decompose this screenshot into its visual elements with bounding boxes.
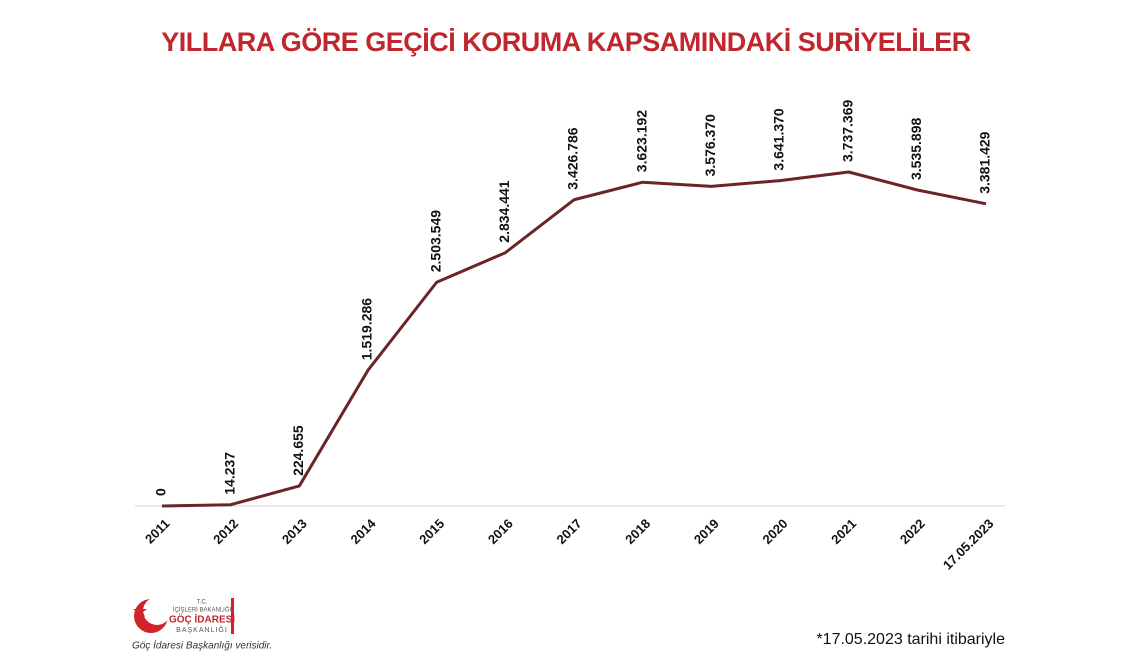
line xyxy=(161,170,987,508)
x-tick-label: 2020 xyxy=(759,516,790,547)
x-tick-label: 2019 xyxy=(691,516,722,547)
x-tick-label: 2022 xyxy=(897,516,928,547)
value-label: 14.237 xyxy=(221,452,237,495)
logo-text: GÖÇ İDARESİ xyxy=(169,613,235,626)
footnote: *17.05.2023 tarihi itibariyle xyxy=(816,631,1005,648)
x-tick-label: 2011 xyxy=(142,516,173,547)
x-tick-label: 2017 xyxy=(553,516,584,547)
logo: T.C. İÇİŞLERİ BAKANLIĞI GÖÇ İDARESİ BAŞK… xyxy=(132,597,272,652)
x-tick-label: 2015 xyxy=(416,516,447,547)
value-label: 3.426.786 xyxy=(565,127,581,189)
logo-text: İÇİŞLERİ BAKANLIĞI xyxy=(173,607,232,614)
x-tick-label: 2021 xyxy=(828,516,859,547)
value-label: 3.576.370 xyxy=(702,114,718,176)
value-label: 2.834.441 xyxy=(496,180,512,242)
x-tick-label: 2014 xyxy=(347,515,379,547)
x-tick-label: 2018 xyxy=(622,516,653,547)
source-note: Göç İdaresi Başkanlığı verisidir. xyxy=(132,640,272,652)
x-tick-label: 17.05.2023 xyxy=(940,516,997,573)
value-label: 1.519.286 xyxy=(359,298,375,360)
value-label: 3.623.192 xyxy=(633,110,649,172)
x-tick-label: 2013 xyxy=(279,516,310,547)
value-label: 3.381.429 xyxy=(977,131,993,193)
value-label: 3.737.369 xyxy=(839,100,855,162)
logo-crescent-cut xyxy=(143,597,171,625)
logo-bar xyxy=(231,598,234,634)
logo-star xyxy=(133,604,147,617)
logo-text: T.C. xyxy=(197,600,208,606)
chart-title: YILLARA GÖRE GEÇİCİ KORUMA KAPSAMINDAKİ … xyxy=(161,27,971,57)
value-label: 0 xyxy=(153,488,169,496)
value-label: 3.535.898 xyxy=(908,118,924,180)
logo-text: BAŞKANLIĞI xyxy=(176,625,228,634)
value-label: 3.641.370 xyxy=(771,108,787,170)
value-label: 224.655 xyxy=(290,425,306,476)
x-tick-label: 2016 xyxy=(485,516,516,547)
x-tick-label: 2012 xyxy=(210,516,241,547)
value-label: 2.503.549 xyxy=(427,210,443,272)
